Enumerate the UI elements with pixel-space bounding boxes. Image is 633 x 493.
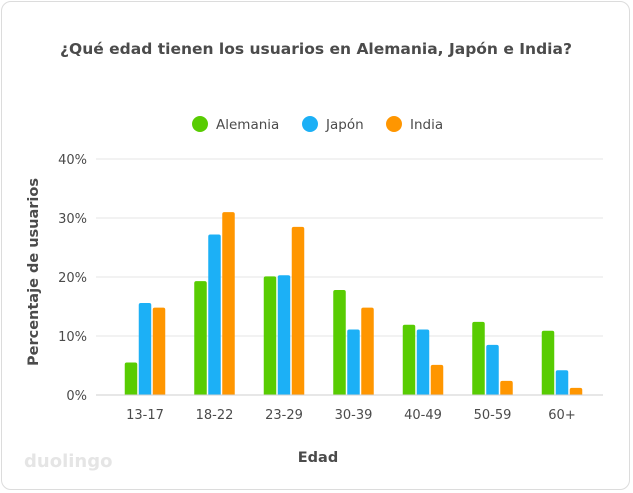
x-tick-label: 13-17 bbox=[126, 408, 164, 423]
legend-swatch-japon bbox=[302, 116, 318, 132]
x-tick-label: 40-49 bbox=[404, 408, 442, 423]
y-tick-label: 0% bbox=[66, 389, 87, 404]
x-axis-title: Edad bbox=[298, 450, 338, 466]
legend-label-india: India bbox=[410, 117, 443, 133]
bar-india-18-22 bbox=[222, 212, 235, 395]
legend-item-india: India bbox=[386, 116, 443, 133]
gridlines bbox=[96, 158, 603, 337]
x-tick-label: 60+ bbox=[548, 408, 575, 423]
bars bbox=[124, 212, 583, 395]
legend-label-alemania: Alemania bbox=[216, 117, 279, 133]
bar-alemania-13-17 bbox=[124, 362, 138, 395]
duolingo-logo: duolingo bbox=[24, 451, 112, 472]
bar-india-23-29 bbox=[291, 226, 305, 395]
legend: Alemania Japón India bbox=[192, 116, 443, 133]
bar-alemania-18-22 bbox=[194, 281, 207, 395]
legend-item-japon: Japón bbox=[302, 116, 364, 133]
y-axis-title: Percentaje de usuarios bbox=[26, 178, 42, 366]
y-tick-label: 40% bbox=[58, 153, 87, 168]
bar-japon-30-39 bbox=[347, 329, 360, 395]
bar-alemania-40-49 bbox=[402, 324, 416, 395]
bar-india-50-59 bbox=[500, 380, 513, 395]
y-tick-label: 30% bbox=[58, 212, 87, 227]
x-tick-label: 30-39 bbox=[335, 408, 373, 423]
legend-item-alemania: Alemania bbox=[192, 116, 279, 133]
y-tick-label: 20% bbox=[58, 271, 87, 286]
chart-title: ¿Qué edad tienen los usuarios en Alemani… bbox=[60, 40, 572, 58]
bar-india-13-17 bbox=[152, 307, 166, 395]
y-axis-ticks: 0% 10% 20% 30% 40% bbox=[58, 153, 87, 404]
bar-japon-23-29 bbox=[277, 275, 291, 395]
legend-swatch-india bbox=[386, 116, 402, 132]
bar-alemania-50-59 bbox=[472, 321, 485, 395]
x-tick-label: 23-29 bbox=[265, 408, 303, 423]
x-tick-label: 50-59 bbox=[474, 408, 512, 423]
bar-india-30-39 bbox=[361, 307, 374, 395]
legend-swatch-alemania bbox=[192, 116, 208, 132]
bar-japon-40-49 bbox=[416, 329, 430, 395]
bar-japon-60+ bbox=[555, 370, 569, 395]
bar-alemania-30-39 bbox=[333, 289, 346, 395]
bar-alemania-23-29 bbox=[263, 276, 277, 395]
legend-label-japon: Japón bbox=[325, 117, 364, 133]
bar-japon-18-22 bbox=[208, 234, 221, 395]
bar-japon-13-17 bbox=[138, 302, 152, 395]
bar-alemania-60+ bbox=[541, 330, 555, 395]
bar-india-60+ bbox=[569, 387, 583, 395]
x-axis-ticks: 13-17 18-22 23-29 30-39 40-49 50-59 60+ bbox=[126, 408, 576, 423]
bar-japon-50-59 bbox=[486, 344, 499, 395]
y-tick-label: 10% bbox=[58, 330, 87, 345]
x-tick-label: 18-22 bbox=[196, 408, 234, 423]
bar-india-40-49 bbox=[430, 364, 444, 395]
